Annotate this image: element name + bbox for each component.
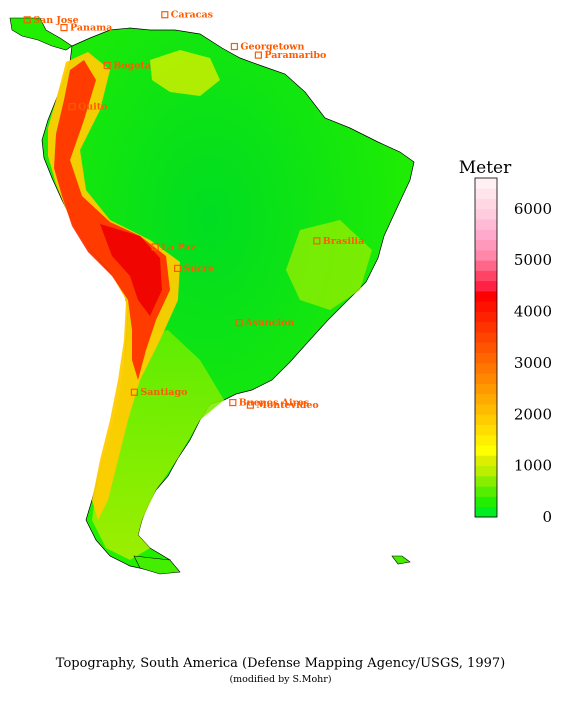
city-marker-icon — [235, 318, 243, 327]
city-label: Panama — [70, 23, 112, 34]
city-sucre: Sucre — [174, 263, 215, 274]
guiana-highlands — [150, 50, 220, 96]
legend-color-swatch — [475, 496, 497, 508]
brazilian-highlands — [286, 220, 372, 310]
legend-color-swatch — [475, 270, 497, 282]
city-marker-icon — [151, 243, 159, 251]
legend-color-swatch — [475, 321, 497, 333]
legend-color-swatch — [475, 280, 497, 292]
legend-tick-labels: 6000 5000 4000 3000 2000 1000 0 — [514, 200, 552, 526]
city-marker-icon — [229, 398, 237, 407]
city-label: Santiago — [140, 387, 187, 398]
legend-color-swatch — [475, 475, 497, 487]
legend-color-swatch — [475, 178, 497, 189]
map-subcaption: (modified by S.Mohr) — [229, 674, 332, 685]
legend-color-swatch — [475, 404, 497, 415]
city-quito: Quito — [68, 102, 108, 113]
city-bogota: Bogota — [103, 60, 151, 71]
legend-color-swatch — [475, 208, 497, 220]
legend-tick-label: 4000 — [514, 303, 552, 321]
legend-color-swatch — [475, 229, 497, 241]
legend-color-swatch — [475, 506, 497, 518]
legend-color-bar — [474, 177, 498, 518]
city-marker-icon — [23, 16, 31, 24]
city-panama: Panama — [60, 23, 112, 34]
map-caption: Topography, South America (Defense Mappi… — [55, 656, 506, 671]
legend-color-swatch — [475, 219, 497, 230]
city-marker-icon — [68, 103, 76, 111]
city-marker-icon — [246, 401, 254, 409]
legend-color-swatch — [475, 311, 497, 323]
city-label: Georgetown — [240, 42, 304, 53]
legend-color-swatch — [475, 332, 497, 343]
legend-color-swatch — [475, 383, 497, 395]
city-marker-icon — [103, 61, 111, 70]
city-la-paz: La Paz — [151, 242, 196, 253]
legend-color-swatch — [475, 301, 497, 312]
city-label: Caracas — [171, 10, 213, 21]
city-label: Quito — [78, 102, 108, 113]
legend-color-swatch — [475, 260, 497, 271]
legend-color-swatch — [475, 249, 497, 261]
city-paramaribo: Paramaribo — [254, 50, 326, 61]
city-label: San Jose — [33, 15, 78, 26]
city-label: Bogota — [113, 60, 151, 71]
legend-color-swatch — [475, 455, 497, 467]
altiplano-plateau — [100, 224, 162, 316]
legend-color-swatch — [475, 342, 497, 354]
city-georgetown: Georgetown — [230, 42, 304, 53]
legend-tick-label: 3000 — [514, 354, 552, 372]
city-label: Brasilia — [323, 236, 365, 247]
legend-color-swatch — [475, 434, 497, 446]
legend-tick-label: 1000 — [514, 457, 552, 475]
legend-color-swatch — [475, 352, 497, 364]
city-label: Paramaribo — [264, 50, 326, 61]
city-buenos-aires: Buenos Aires — [229, 398, 309, 409]
city-marker-icon — [130, 388, 138, 396]
city-label: Sucre — [184, 263, 215, 274]
central-america-landmass — [9, 17, 73, 51]
legend-color-swatch — [475, 239, 497, 251]
legend-title: Meter — [459, 158, 512, 178]
city-caracas: Caracas — [161, 10, 213, 21]
city-montevideo: Montevideo — [246, 400, 319, 411]
legend-color-swatch — [475, 291, 497, 302]
legend-color-swatch — [475, 373, 497, 384]
city-san-jose: San Jose — [23, 15, 79, 26]
elevation-legend: Meter 6000 5000 4000 3000 2000 1000 0 — [459, 158, 552, 526]
legend-color-swatch — [475, 445, 497, 456]
legend-color-swatch — [475, 486, 497, 497]
city-marker-icon — [161, 11, 169, 19]
falkland-islands — [391, 555, 411, 565]
legend-color-swatch — [475, 465, 497, 477]
legend-tick-label: 2000 — [514, 405, 552, 423]
city-asuncion: Asuncion — [235, 318, 294, 329]
legend-color-swatch — [475, 188, 497, 199]
legend-color-swatch — [475, 393, 497, 405]
legend-tick-label: 0 — [542, 508, 552, 526]
city-label: Montevideo — [256, 400, 318, 411]
city-label: Buenos Aires — [239, 398, 309, 409]
legend-bar-outline — [474, 177, 498, 518]
city-label: La Paz — [161, 242, 196, 253]
city-santiago: Santiago — [130, 387, 187, 398]
andes-foothills — [48, 52, 180, 520]
legend-tick-label: 5000 — [514, 251, 552, 269]
legend-color-swatch — [475, 424, 497, 436]
city-marker-icon — [254, 51, 262, 59]
city-brasilia: Brasilia — [313, 236, 365, 247]
city-marker-icon — [174, 264, 182, 272]
legend-color-swatch — [475, 198, 497, 210]
legend-tick-label: 6000 — [514, 200, 552, 218]
legend-color-swatch — [475, 414, 497, 425]
tierra-del-fuego — [133, 555, 181, 575]
city-marker-icon — [230, 42, 238, 51]
city-label: Asuncion — [244, 318, 294, 329]
city-marker-icon — [60, 24, 68, 32]
legend-color-swatch — [475, 362, 497, 374]
city-marker-icon — [313, 237, 321, 245]
